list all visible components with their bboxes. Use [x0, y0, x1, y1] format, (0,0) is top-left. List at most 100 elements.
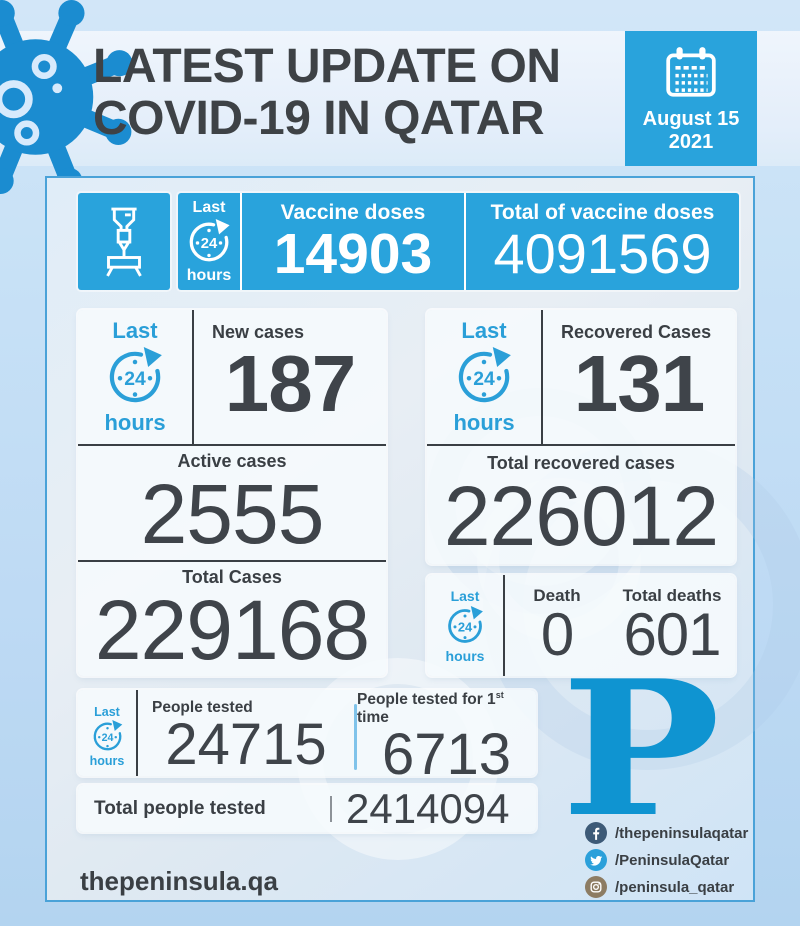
first-time-tested-label: People tested for 1st time	[357, 690, 504, 726]
vaccine-doses-value: 14903	[273, 221, 433, 286]
first-time-tested-value: 6713	[381, 721, 512, 776]
divider	[354, 704, 357, 770]
deaths-card: Last 24 hours Death 0 Total deaths 601	[427, 575, 735, 676]
cases-card: Last 24 hours New cases 187 Active cases…	[78, 310, 386, 676]
social-link-instagram[interactable]: /peninsula_qatar	[585, 876, 748, 898]
title-line-1: LATEST UPDATE ON	[93, 40, 561, 93]
total-recovered-value: 226012	[443, 469, 719, 564]
total-tested-value: 2414094	[346, 785, 510, 832]
divider	[541, 310, 543, 444]
vaccine-doses-label: Vaccine doses	[280, 200, 426, 224]
clock-label-last: Last	[450, 587, 480, 604]
clock-label-hours: hours	[453, 410, 515, 435]
new-cases-label: New cases	[212, 322, 305, 342]
date-text: August 15 2021	[643, 108, 740, 154]
social-link-facebook[interactable]: /thepeninsulaqatar	[585, 822, 748, 844]
social-links: /thepeninsulaqatar /PeninsulaQatar	[585, 822, 748, 898]
stats-panel: Last 24 hours Vaccine doses 14903 Total …	[45, 176, 800, 902]
clock-label-last: Last	[112, 318, 158, 343]
vaccine-bar: Last 24 hours Vaccine doses 14903 Total …	[178, 193, 739, 290]
twitter-handle: /PeninsulaQatar	[615, 851, 730, 869]
total-tested-label: Total people tested	[94, 797, 266, 819]
total-cases-value: 229168	[94, 583, 370, 676]
instagram-icon	[585, 876, 607, 898]
total-recovered-label: Total recovered cases	[487, 452, 675, 473]
syringe-icon	[106, 207, 142, 277]
divider	[136, 690, 138, 776]
page-title: LATEST UPDATE ON COVID-19 IN QATAR	[93, 41, 561, 145]
first-time-tested-stat: People tested for 1st time 6713	[357, 690, 536, 776]
24-hours-clock: 24	[91, 720, 124, 753]
site-url[interactable]: thepeninsula.qa	[80, 866, 278, 896]
social-link-twitter[interactable]: /PeninsulaQatar	[585, 849, 748, 871]
recovered-cases-stat: Recovered Cases 131	[543, 310, 735, 444]
divider	[240, 193, 242, 290]
active-cases-value: 2555	[140, 467, 325, 562]
death-value: 0	[540, 601, 574, 669]
svg-text:24: 24	[473, 368, 495, 390]
peninsula-logo: P	[561, 639, 721, 858]
divider	[192, 310, 194, 444]
coronavirus-icon	[0, 0, 180, 206]
last-24-hours-block: Last 24 hours	[78, 690, 136, 776]
people-tested-stat: People tested 24715	[138, 690, 354, 776]
clock-label-hours: hours	[445, 647, 485, 664]
clock-label-hours: hours	[89, 754, 125, 769]
clock-label-last: Last	[94, 705, 120, 720]
total-vaccine-doses-label: Total of vaccine doses	[490, 201, 715, 224]
death-stat: Death 0	[505, 575, 609, 676]
last-24-hours-block: Last 24 hours	[427, 310, 541, 444]
death-label: Death	[533, 585, 581, 605]
calendar-icon	[666, 47, 716, 97]
clock-label-hours: hours	[104, 410, 166, 435]
clock-label-last: Last	[461, 318, 507, 343]
24-hours-clock: 24	[186, 218, 232, 265]
new-cases-stat: New cases 187	[194, 310, 386, 444]
active-cases-stat: Active cases 2555	[78, 446, 386, 560]
title-line-2: COVID-19 IN QATAR	[93, 92, 545, 145]
date-line-2: 2021	[668, 131, 714, 153]
24-hours-clock: 24	[454, 347, 514, 407]
svg-text:24: 24	[458, 619, 473, 634]
last-24-hours-block: Last 24 hours	[78, 310, 192, 444]
date-badge: August 15 2021	[625, 31, 757, 166]
instagram-handle: /peninsula_qatar	[615, 878, 735, 896]
recovered-cases-value: 131	[573, 338, 705, 428]
24-hours-clock-icon: 24	[458, 347, 511, 403]
svg-text:24: 24	[201, 236, 218, 252]
total-cases-label: Total Cases	[182, 566, 282, 587]
people-tested-label: People tested	[152, 699, 253, 717]
clock-label-hours: hours	[186, 266, 232, 284]
facebook-handle: /thepeninsulaqatar	[615, 824, 749, 842]
total-deaths-value: 601	[623, 601, 721, 669]
divider	[78, 560, 386, 562]
divider	[464, 193, 466, 290]
twitter-icon	[585, 849, 607, 871]
tested-card: Last 24 hours People tested 24715 People…	[78, 690, 536, 776]
divider	[78, 444, 386, 446]
24-hours-clock-icon: 24	[189, 218, 230, 261]
clock-label-last: Last	[192, 198, 226, 216]
people-tested-value: 24715	[165, 712, 327, 776]
total-deaths-label: Total deaths	[622, 585, 722, 605]
svg-text:24: 24	[101, 732, 113, 744]
24-hours-clock-icon: 24	[93, 720, 122, 751]
date-line-1: August 15	[642, 108, 740, 130]
last-24-hours-block: Last 24 hours	[427, 575, 503, 676]
24-hours-clock-icon: 24	[448, 605, 483, 643]
24-hours-clock-icon: 24	[109, 347, 162, 403]
24-hours-clock: 24	[445, 605, 485, 646]
recovered-cases-label: Recovered Cases	[561, 322, 712, 342]
svg-text:24: 24	[124, 368, 146, 390]
total-vaccine-doses-stat: Total of vaccine doses 4091569	[466, 193, 739, 290]
24-hours-clock: 24	[105, 347, 165, 407]
total-tested-card: Total people tested 2414094	[78, 785, 536, 832]
new-cases-value: 187	[224, 338, 356, 428]
facebook-icon	[585, 822, 607, 844]
divider	[330, 795, 332, 822]
active-cases-label: Active cases	[177, 450, 287, 471]
vaccine-box	[78, 193, 170, 290]
total-recovered-stat: Total recovered cases 226012	[427, 446, 735, 564]
total-vaccine-doses-value: 4091569	[493, 222, 712, 285]
